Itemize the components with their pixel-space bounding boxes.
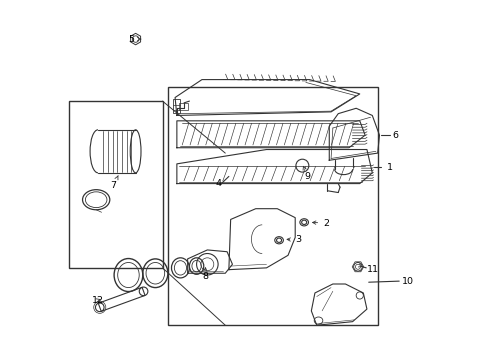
Text: 3: 3 [287,235,301,244]
Bar [173,99,180,113]
Text: 1: 1 [387,163,392,172]
Text: 7: 7 [111,176,118,190]
Bar [168,87,378,325]
Text: 4: 4 [216,179,221,188]
Text: 2: 2 [313,219,329,228]
Text: 6: 6 [393,131,399,140]
Text: 12: 12 [92,296,103,305]
Text: 9: 9 [303,166,310,181]
Text: 11: 11 [367,265,379,274]
Text: 5: 5 [128,35,141,44]
Bar [69,101,163,268]
Bar [179,103,188,110]
Text: 10: 10 [402,276,414,285]
Text: 8: 8 [202,268,208,281]
